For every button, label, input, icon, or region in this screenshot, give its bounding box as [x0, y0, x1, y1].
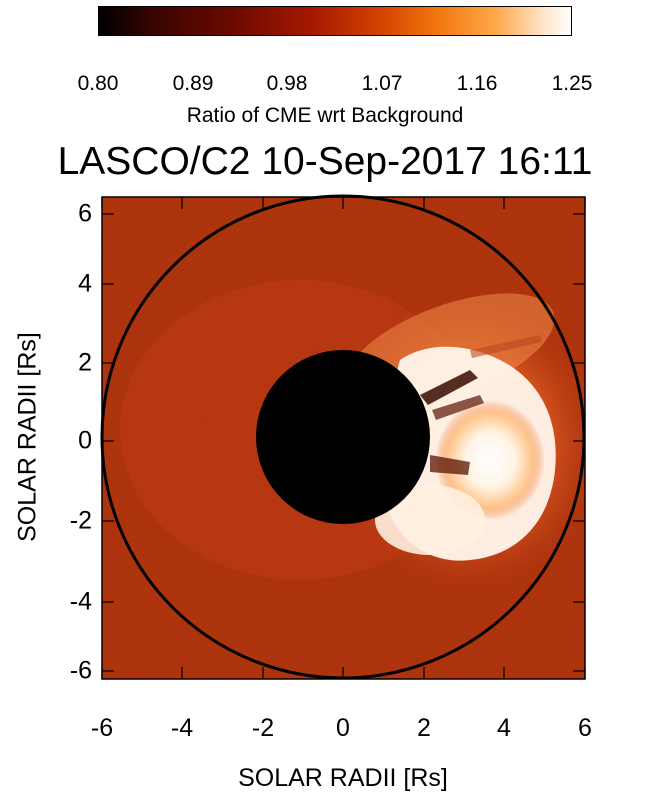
x-tick-label: 6 [578, 714, 592, 742]
y-axis-label: SOLAR RADII [Rs] [13, 332, 42, 542]
x-tick-label: -4 [170, 714, 194, 742]
y-tick-label: -6 [69, 656, 92, 685]
colorbar-tick: 0.98 [266, 72, 308, 95]
x-tick-label: 0 [336, 714, 350, 742]
y-tick-label: 6 [78, 199, 92, 228]
occulter-disk [256, 350, 430, 524]
y-tick-label: 0 [78, 426, 92, 455]
colorbar-tick: 0.80 [77, 72, 119, 95]
y-tick-label: -2 [69, 506, 92, 535]
y-tick-marks [102, 213, 585, 672]
y-tick-label: -4 [69, 587, 92, 616]
x-tick-label: -6 [90, 714, 114, 742]
x-tick-label: 4 [497, 714, 511, 742]
x-tick-marks [101, 197, 586, 679]
y-tick-label: 4 [78, 269, 92, 298]
colorbar-tick: 1.16 [456, 72, 498, 95]
colorbar-tick: 1.07 [361, 72, 403, 95]
colorbar-label: Ratio of CME wrt Background [186, 104, 464, 127]
x-tick-label: 2 [417, 714, 431, 742]
y-tick-label: 2 [78, 348, 92, 377]
colorbar-tick: 0.89 [172, 72, 214, 95]
plot-title: LASCO/C2 10-Sep-2017 16:11 [57, 140, 593, 183]
colorbar-tick: 1.25 [551, 72, 593, 95]
x-axis-label: SOLAR RADII [Rs] [238, 764, 448, 792]
x-tick-label: -2 [251, 714, 275, 742]
colorbar [98, 6, 572, 36]
